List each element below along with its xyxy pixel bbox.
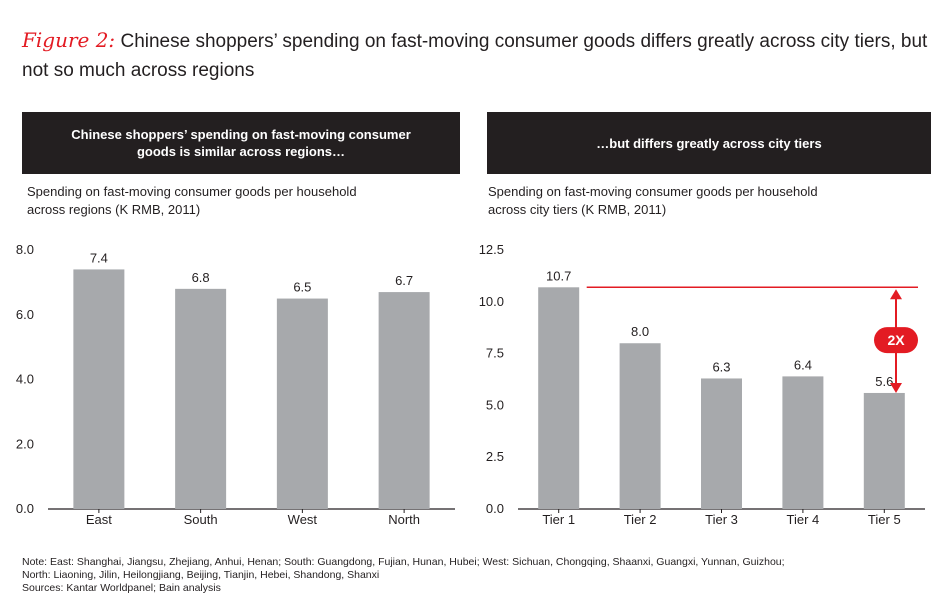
right-panel-header: …but differs greatly across city tiers [487,112,931,174]
tier-value-label: 5.6 [875,374,893,389]
region-ytick-label: 4.0 [16,372,34,387]
tier-chart: 0.0 2.5 5.0 7.5 10.0 12.5 10.7 Tier 1 8.0 Tier 2 6… [479,242,925,527]
notes: Note: East: Shanghai, Jiangsu, Zhejiang,… [22,556,932,595]
tier-bar [538,287,580,509]
right-chart-ylabel: Spending on fast-moving consumer goods p… [488,184,818,217]
figure-title-text: Chinese shoppers’ spending on fast-movin… [22,31,928,81]
region-value-label: 6.8 [192,270,210,285]
tier-bar [619,343,661,509]
region-ytick-label: 0.0 [16,501,34,516]
tier-value-label: 6.4 [794,357,812,372]
tier-bar [782,376,824,509]
ratio-badge [874,327,918,354]
left-panel-header: Chinese shoppers’ spending on fast-movin… [22,112,460,174]
region-category-label: North [388,512,420,527]
note-line: Note: East: Shanghai, Jiangsu, Zhejiang,… [22,556,785,568]
region-bar [276,298,328,509]
tier-value-label: 10.7 [546,268,571,283]
region-category-label: East [86,512,112,527]
figure-title: Figure 2: Chinese shoppers’ spending on … [22,26,932,85]
tier-value-label: 8.0 [631,324,649,339]
note-line: North: Liaoning, Jilin, Heilongjiang, Be… [22,569,380,581]
tier-category-label: Tier 1 [542,512,575,527]
region-bar [378,292,430,509]
region-value-label: 7.4 [90,250,108,265]
region-bar [175,288,227,509]
tier-ytick-label: 12.5 [479,242,504,257]
tier-bar [863,392,905,509]
tier-value-label: 6.3 [712,359,730,374]
region-ytick-label: 2.0 [16,436,34,451]
tier-bar [701,378,742,509]
tier-ytick-label: 2.5 [486,449,504,464]
tier-category-label: Tier 5 [868,512,901,527]
region-category-label: West [288,512,318,527]
right-panel-header-text: …but differs greatly across city tiers [596,135,822,151]
tier-category-label: Tier 3 [705,512,738,527]
note-line: Sources: Kantar Worldpanel; Bain analysi… [22,582,221,594]
ratio-arrow-head-down [890,382,902,393]
tier-ytick-label: 5.0 [486,397,504,412]
tier-ytick-label: 0.0 [486,501,504,516]
left-panel-header-text: Chinese shoppers’ spending on fast-movin… [71,127,411,159]
tier-category-label: Tier 2 [624,512,657,527]
region-ytick-label: 6.0 [16,307,34,322]
region-value-label: 6.5 [293,280,311,295]
tier-ytick-label: 7.5 [486,346,504,361]
region-value-label: 6.7 [395,273,413,288]
ratio-badge-label: 2X [887,332,905,348]
tier-category-label: Tier 4 [787,512,820,527]
figure-label: Figure 2: [22,28,116,52]
ratio-arrow-head-up [890,289,902,300]
tier-ytick-label: 10.0 [479,294,504,309]
region-ytick-label: 8.0 [16,242,34,257]
region-chart: 0.0 2.0 4.0 6.0 8.0 7.4 East 6.8 South 6.5 West 6.7… [16,242,455,527]
region-bar [73,269,125,509]
left-chart-ylabel: Spending on fast-moving consumer goods p… [27,184,357,217]
region-category-label: South [184,512,218,527]
